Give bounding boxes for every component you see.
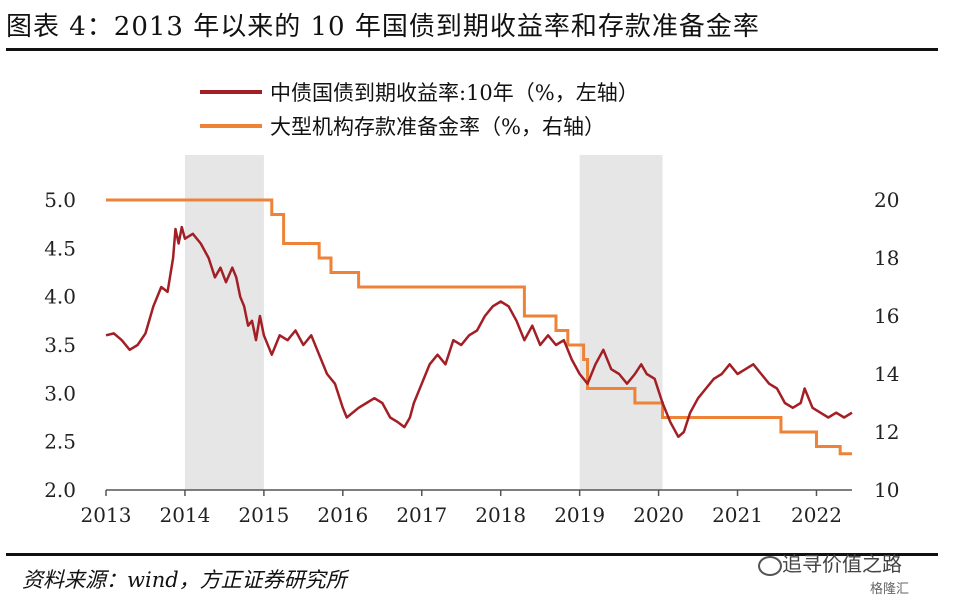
wechat-icon [758, 556, 782, 576]
x-tick-label: 2021 [712, 503, 763, 527]
x-tick-label: 2013 [81, 503, 132, 527]
y-left-tick-label: 4.0 [44, 285, 76, 309]
y-right-tick-label: 10 [874, 478, 899, 502]
watermark-text: 追寻价值之路 [782, 552, 902, 576]
watermark: 追寻价值之路 [752, 548, 902, 577]
y-left-tick-label: 4.5 [44, 236, 76, 260]
legend-label-rrr: 大型机构存款准备金率（%，右轴） [270, 115, 605, 139]
legend-label-bond: 中债国债到期收益率:10年（%，左轴） [270, 81, 639, 105]
x-tick-label: 2018 [475, 503, 526, 527]
source-note: 资料来源：wind，方正证券研究所 [22, 568, 347, 592]
x-tick-label: 2015 [238, 503, 289, 527]
x-tick-label: 2020 [633, 503, 684, 527]
x-tick-label: 2014 [159, 503, 210, 527]
chart-title: 图表 4：2013 年以来的 10 年国债到期收益率和存款准备金率 [6, 12, 760, 42]
y-right-tick-label: 12 [874, 420, 899, 444]
x-tick-label: 2017 [396, 503, 447, 527]
series-line-bond [105, 225, 853, 439]
right-axis-ticks: 10 12 14 16 18 20 [874, 188, 899, 502]
y-left-tick-label: 3.0 [44, 381, 76, 405]
y-left-tick-label: 5.0 [44, 188, 76, 212]
y-left-tick-label: 2.0 [44, 478, 76, 502]
y-left-tick-label: 2.5 [44, 430, 76, 454]
series-line-rrr [106, 198, 852, 456]
watermark-sub: 格隆汇 [870, 582, 910, 597]
legend: 中债国债到期收益率:10年（%，左轴） 大型机构存款准备金率（%，右轴） [200, 81, 639, 139]
left-axis-ticks: 2.0 2.5 3.0 3.5 4.0 4.5 5.0 [44, 188, 76, 502]
y-right-tick-label: 16 [874, 304, 899, 328]
series-lines [105, 198, 853, 456]
y-right-tick-label: 20 [874, 188, 899, 212]
x-tick-label: 2016 [317, 503, 368, 527]
shaded-periods [184, 155, 663, 490]
y-right-tick-label: 14 [874, 362, 899, 386]
x-tick-label: 2019 [554, 503, 605, 527]
x-axis-ticks: 2013 2014 2015 2016 2017 2018 2019 2020 2021 2022 [81, 490, 842, 527]
bottom-rule [6, 553, 938, 556]
y-left-tick-label: 3.5 [44, 333, 76, 357]
shaded-period-1 [579, 155, 663, 490]
y-right-tick-label: 18 [874, 246, 899, 270]
top-rule [6, 48, 938, 51]
x-tick-label: 2022 [791, 503, 842, 527]
